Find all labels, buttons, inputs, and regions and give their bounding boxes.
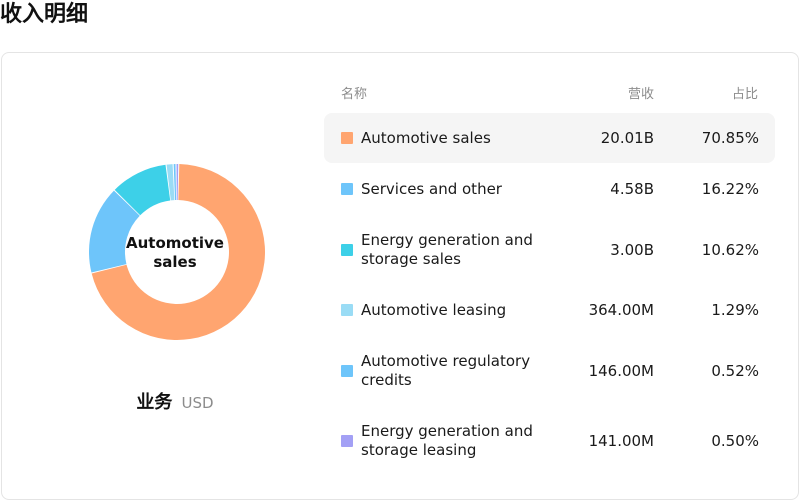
table-row[interactable]: Energy generation and storage sales 3.00B… (324, 220, 775, 280)
legend-swatch (341, 183, 353, 195)
table-row[interactable]: Automotive leasing 364.00M 1.29% (324, 287, 775, 333)
row-name: Automotive sales (361, 128, 491, 147)
donut-slice[interactable] (173, 164, 177, 201)
row-share: 0.50% (711, 431, 759, 450)
row-name: Energy generation and storage leasing (361, 422, 533, 459)
row-share: 1.29% (711, 300, 759, 319)
donut-chart[interactable] (88, 163, 266, 341)
row-share: 10.62% (701, 240, 759, 259)
row-name: Energy generation and storage sales (361, 231, 533, 268)
column-header-revenue: 营收 (627, 87, 654, 102)
donut-slice[interactable] (91, 164, 266, 340)
chart-caption: 业务 USD (0, 388, 350, 414)
table-row[interactable]: Automotive regulatory credits 146.00M 0.52… (324, 341, 775, 401)
row-share: 0.52% (711, 361, 759, 380)
legend-swatch (341, 365, 353, 377)
donut-slice[interactable] (176, 164, 179, 201)
row-revenue: 364.00M (588, 300, 654, 319)
row-share: 70.85% (701, 128, 759, 147)
table-row[interactable]: Automotive sales 20.01B 70.85% (324, 113, 775, 163)
row-name: Services and other (361, 179, 502, 198)
donut-slice[interactable] (114, 164, 171, 216)
row-name: Automotive leasing (361, 300, 507, 319)
row-revenue: 3.00B (610, 240, 654, 259)
donut-slice[interactable] (166, 164, 175, 201)
legend-swatch (341, 132, 353, 144)
legend-swatch (341, 244, 353, 256)
legend-swatch (341, 435, 353, 447)
donut-center-label: Automotive sales (126, 234, 224, 271)
row-revenue: 141.00M (588, 431, 654, 450)
row-name: Automotive regulatory credits (361, 352, 531, 389)
legend-swatch (341, 304, 353, 316)
column-header-name: 名称 (341, 87, 368, 102)
row-share: 16.22% (701, 179, 759, 198)
row-revenue: 146.00M (588, 361, 654, 380)
table-row[interactable]: Energy generation and storage leasing 141… (324, 411, 775, 471)
page-title: 收入明细 (0, 2, 89, 27)
row-revenue: 20.01B (600, 128, 654, 147)
column-header-share: 占比 (731, 87, 758, 102)
caption-label: 业务 (136, 392, 173, 413)
row-revenue: 4.58B (610, 179, 654, 198)
table-row[interactable]: Services and other 4.58B 16.22% (324, 165, 775, 213)
donut-slice[interactable] (89, 190, 140, 273)
caption-unit: USD (181, 394, 214, 412)
